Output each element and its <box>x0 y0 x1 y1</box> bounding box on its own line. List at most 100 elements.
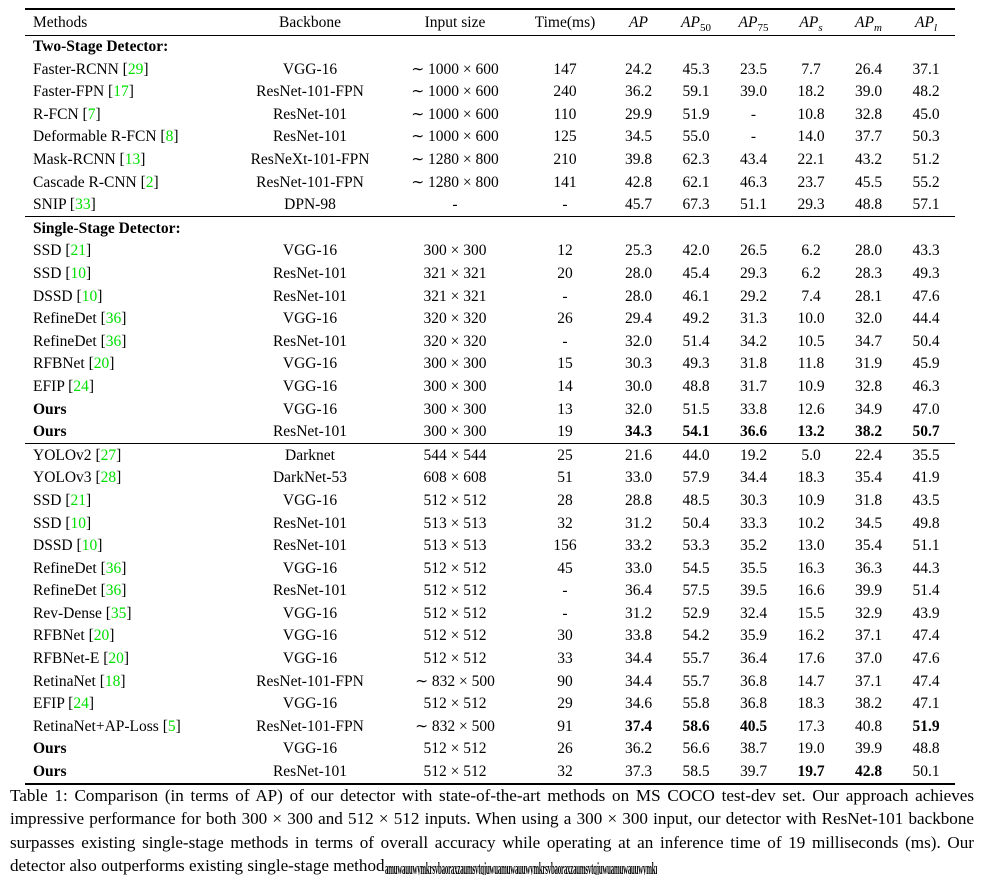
citation-link[interactable]: 21 <box>70 242 86 260</box>
citation-link[interactable]: 36 <box>105 332 122 350</box>
backbone-cell: VGG-16 <box>282 740 338 758</box>
method-cell: YOLOv2 [27] <box>33 446 122 464</box>
ap-value-cell: 45.4 <box>682 264 710 282</box>
ap-value-cell: 50.4 <box>912 332 940 350</box>
ap-value-cell: 19.2 <box>739 446 768 464</box>
backbone-cell: VGG-16 <box>282 695 338 713</box>
ap-value-cell: 44.0 <box>682 446 710 464</box>
ap-value-cell: 36.6 <box>739 423 768 441</box>
citation-link[interactable]: 20 <box>93 355 110 373</box>
input-size-cell: 512 × 512 <box>423 604 487 622</box>
citation-link[interactable]: 28 <box>100 469 117 487</box>
ap-value-cell: 37.7 <box>854 128 883 146</box>
method-cell: SSD [10] <box>33 514 92 532</box>
citation-link[interactable]: 18 <box>104 672 121 690</box>
ap-value-cell: 45.7 <box>624 196 653 214</box>
citation-link[interactable]: 7 <box>87 105 96 123</box>
ap-value-cell: 11.8 <box>797 355 825 373</box>
table-row: SSD [21] VGG-16 300 × 300 12 25.3 42.0 26.5 6.2… <box>25 240 955 263</box>
input-size-cell: 300 × 300 <box>423 423 487 441</box>
ap-value-cell: 46.3 <box>912 377 940 395</box>
ap-value-cell: 22.4 <box>854 446 883 464</box>
table-row: Cascade R-CNN [2] ResNet-101-FPN ∼ 1280 × … <box>25 171 955 194</box>
input-size-cell: 512 × 512 <box>423 763 487 781</box>
citation-link[interactable]: 33 <box>75 196 91 214</box>
method-cell: RefineDet [36] <box>33 310 127 328</box>
ap-value-cell: 47.0 <box>912 400 940 418</box>
ap-value-cell: 33.8 <box>739 400 768 418</box>
citation-link[interactable]: 8 <box>165 128 174 146</box>
citation-link[interactable]: 24 <box>73 377 89 395</box>
backbone-cell: ResNet-101 <box>272 537 348 555</box>
input-size-cell: 320 × 320 <box>423 332 487 350</box>
ap-value-cell: 16.2 <box>797 627 825 645</box>
citation-link[interactable]: 10 <box>70 264 86 282</box>
citation-link[interactable]: 13 <box>124 151 141 169</box>
ap-value-cell: 48.8 <box>682 377 710 395</box>
citation-link[interactable]: 10 <box>70 514 86 532</box>
table-row: SSD [10] ResNet-101 513 × 513 32 31.2 50.4 33.… <box>25 512 955 535</box>
time-cell: - <box>562 332 568 350</box>
citation-link[interactable]: 36 <box>105 582 122 600</box>
ap-value-cell: 33.0 <box>624 559 653 577</box>
ap-value-cell: 51.1 <box>739 196 768 214</box>
method-name: Ours <box>33 423 67 441</box>
citation-link[interactable]: 17 <box>113 83 129 101</box>
citation-link[interactable]: 10 <box>81 287 98 305</box>
results-table-container: Methods Backbone Input size Time(ms) AP AP50 A… <box>25 8 955 785</box>
ap-value-cell: 7.7 <box>801 60 821 78</box>
ap-value-cell: 10.9 <box>797 491 825 509</box>
citation-link[interactable]: 29 <box>127 60 144 78</box>
ap-value-cell: 43.3 <box>912 242 940 260</box>
table-row: RefineDet [36] VGG-16 320 × 320 26 29.4 49.2 3… <box>25 308 955 331</box>
table-row: R-FCN [7] ResNet-101 ∼ 1000 × 600 110 29.9 51… <box>25 103 955 126</box>
citation-link[interactable]: 24 <box>73 695 89 713</box>
backbone-cell: ResNet-101 <box>272 514 348 532</box>
ap-value-cell: 36.8 <box>739 695 768 713</box>
citation-link[interactable]: 20 <box>93 627 110 645</box>
method-name: YOLOv2 <box>33 446 92 464</box>
citation-link[interactable]: 36 <box>105 310 122 328</box>
citation-link[interactable]: 35 <box>110 604 127 622</box>
ap-value-cell: 34.4 <box>739 469 768 487</box>
ap-value-cell: 47.4 <box>912 627 940 645</box>
table-row: EFIP [24] VGG-16 300 × 300 14 30.0 48.8 31.7 10… <box>25 375 955 398</box>
citation-link[interactable]: 21 <box>70 491 86 509</box>
time-cell: 19 <box>557 423 573 441</box>
time-cell: 15 <box>557 355 573 373</box>
ap-value-cell: 50.3 <box>912 128 940 146</box>
citation-link[interactable]: 2 <box>145 173 154 191</box>
ap-value-cell: 51.9 <box>912 717 940 735</box>
ap-value-cell: 24.2 <box>624 60 653 78</box>
method-name: RetinaNet+AP-Loss <box>33 717 159 735</box>
ap-value-cell: 31.9 <box>854 355 883 373</box>
ap-value-cell: 34.6 <box>624 695 653 713</box>
table-row: Faster-FPN [17] ResNet-101-FPN ∼ 1000 × 60… <box>25 81 955 104</box>
ap-value-cell: 55.8 <box>682 695 710 713</box>
table-row: RetinaNet+AP-Loss [5] ResNet-101-FPN ∼ 832… <box>25 715 955 738</box>
table-row: YOLOv2 [27] Darknet 544 × 544 25 21.6 44.0 19.… <box>25 444 955 467</box>
time-cell: 110 <box>553 105 577 123</box>
ap-value-cell: 32.4 <box>739 604 768 622</box>
ap-value-cell: 43.5 <box>912 491 940 509</box>
ap-value-cell: 35.2 <box>739 537 768 555</box>
method-cell: Ours <box>25 421 230 444</box>
citation-link[interactable]: 10 <box>81 537 98 555</box>
citation-link[interactable]: 36 <box>105 559 122 577</box>
method-cell: DSSD [10] <box>33 287 103 305</box>
ap-value-cell: 58.6 <box>682 717 710 735</box>
citation-link[interactable]: 27 <box>100 446 117 464</box>
backbone-cell: DPN-98 <box>284 196 336 214</box>
ap-value-cell: 62.1 <box>682 173 710 191</box>
backbone-cell: VGG-16 <box>282 355 338 373</box>
citation-link[interactable]: 20 <box>108 650 124 668</box>
input-size-cell: ∼ 832 × 500 <box>415 672 495 690</box>
ap-value-cell: 47.6 <box>912 287 940 305</box>
method-cell: Ours <box>25 398 230 421</box>
ap-value-cell: 39.5 <box>739 582 768 600</box>
citation-link[interactable]: 5 <box>167 717 176 735</box>
method-name: EFIP <box>33 377 65 395</box>
input-size-cell: 300 × 300 <box>423 377 487 395</box>
method-cell: Deformable R-FCN [8] <box>33 128 179 146</box>
